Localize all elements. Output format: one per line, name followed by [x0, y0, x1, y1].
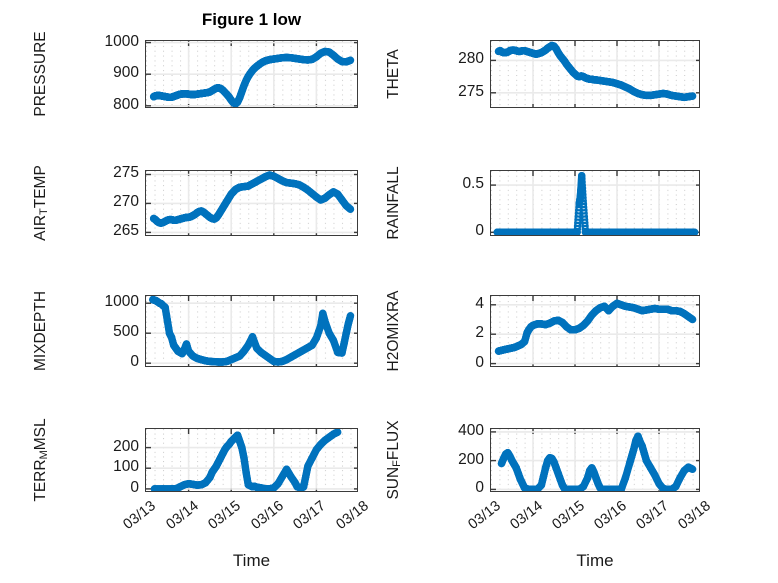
x-axis-label-right: Time: [576, 551, 614, 570]
y-tick-label: 2: [475, 324, 484, 342]
subplot-theta: [490, 40, 700, 108]
data-markers: [150, 429, 342, 491]
y-tick-label: 900: [113, 64, 139, 82]
y-tick-label: 200: [458, 450, 484, 468]
y-tick-label: 0: [475, 353, 484, 371]
data-markers: [494, 299, 697, 355]
subplot-h2omixra: [490, 295, 700, 367]
y-axis-label: H2OMIXRA: [385, 290, 402, 372]
axes-box: [490, 428, 700, 492]
axes-box: [490, 295, 700, 367]
y-tick-label: 800: [113, 95, 139, 113]
y-tick-label: 280: [458, 50, 484, 68]
y-tick-label: 275: [458, 82, 484, 100]
subplot-terr-msl: [145, 428, 358, 492]
axes-box: [145, 428, 358, 492]
y-tick-label: 400: [458, 421, 484, 439]
data-markers: [149, 47, 355, 107]
y-axis-label: SUNFFLUX: [385, 420, 403, 500]
y-tick-label: 270: [113, 193, 139, 211]
data-markers: [149, 296, 355, 366]
data-markers: [497, 432, 697, 491]
y-tick-label: 265: [113, 222, 139, 240]
axes-box: [490, 40, 700, 108]
subplot-mixdepth: [145, 295, 358, 367]
y-tick-label: 0.5: [462, 175, 484, 193]
y-axis-label: THETA: [385, 49, 402, 99]
subplot-pressure: [145, 40, 358, 108]
y-tick-label: 200: [113, 437, 139, 455]
y-tick-label: 1000: [104, 293, 139, 311]
subplot-air-temp: [145, 170, 358, 236]
y-tick-label: 0: [475, 222, 484, 240]
axes-box: [145, 40, 358, 108]
y-tick-label: 0: [475, 479, 484, 497]
y-axis-label: MIXDEPTH: [32, 290, 49, 372]
y-tick-label: 275: [113, 164, 139, 182]
y-tick-label: 0: [130, 478, 139, 496]
subplot-rainfall: [490, 170, 700, 236]
y-tick-label: 0: [130, 353, 139, 371]
y-tick-label: 1000: [104, 32, 139, 50]
y-axis-label: TERRMMSL: [32, 418, 50, 502]
data-markers: [494, 41, 697, 102]
y-tick-label: 500: [113, 323, 139, 341]
axes-box: [145, 295, 358, 367]
subplot-sun-flux: [490, 428, 700, 492]
x-axis-label-left: Time: [232, 551, 271, 570]
y-tick-label: 4: [475, 294, 484, 312]
data-markers: [493, 171, 699, 235]
axes-box: [145, 170, 358, 236]
axes-box: [490, 170, 700, 236]
y-tick-label: 100: [113, 458, 139, 476]
figure-title: Figure 1 low: [201, 10, 302, 29]
y-axis-label: PRESSURE: [32, 31, 49, 117]
data-markers: [149, 171, 355, 227]
